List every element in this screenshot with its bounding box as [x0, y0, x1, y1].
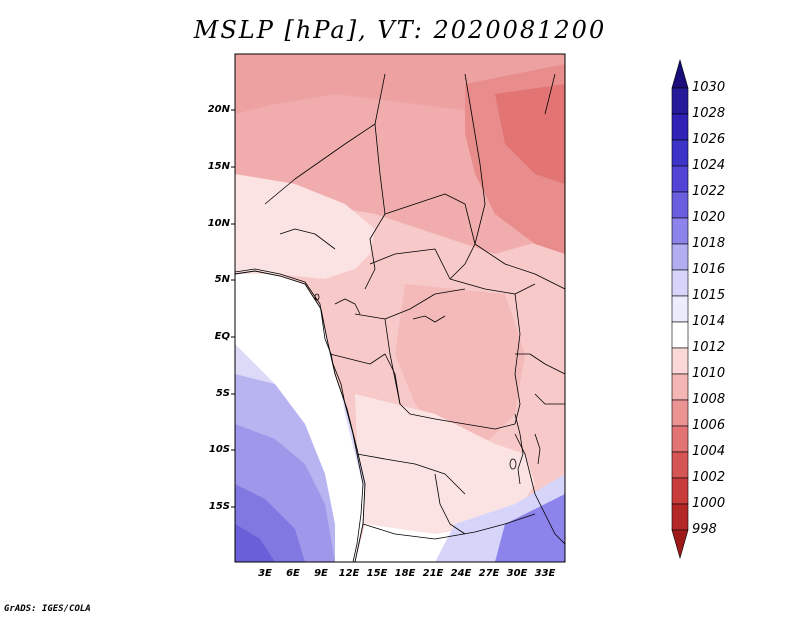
colorbar-label: 998	[692, 522, 717, 537]
lon-label: 3E	[258, 568, 272, 579]
colorbar-swatch	[671, 347, 689, 375]
mslp-map	[234, 53, 566, 563]
map-title: MSLP [hPa], VT: 2020081200	[193, 16, 607, 44]
lon-label: 21E	[422, 568, 444, 579]
colorbar	[671, 58, 689, 560]
colorbar-label: 1028	[692, 106, 726, 121]
lat-ticks	[231, 109, 235, 508]
colorbar-label: 1016	[692, 262, 726, 277]
colorbar-swatch	[671, 191, 689, 219]
lon-label: 12E	[338, 568, 360, 579]
colorbar-label: 1026	[692, 132, 726, 147]
colorbar-swatch	[671, 503, 689, 531]
colorbar-swatch	[671, 399, 689, 427]
colorbar-bottom-arrow	[671, 529, 689, 560]
colorbar-label: 1022	[692, 184, 726, 199]
credit-text: GrADS: IGES/COLA	[4, 604, 91, 614]
gulf-region	[235, 269, 365, 562]
lon-label: 24E	[450, 568, 472, 579]
colorbar-label: 1018	[692, 236, 726, 251]
colorbar-label: 1010	[692, 366, 726, 381]
lat-label: 15S	[208, 501, 230, 512]
lon-label: 27E	[478, 568, 500, 579]
colorbar-label: 1015	[692, 288, 726, 303]
colorbar-top-arrow	[671, 58, 689, 89]
colorbar-label: 1024	[692, 158, 726, 173]
colorbar-swatch	[671, 269, 689, 297]
lat-label: 5S	[215, 388, 230, 399]
colorbar-label: 1020	[692, 210, 726, 225]
colorbar-swatch	[671, 113, 689, 141]
colorbar-swatch	[671, 373, 689, 401]
colorbar-label: 1014	[692, 314, 726, 329]
lon-label: 18E	[394, 568, 416, 579]
colorbar-label: 1030	[692, 80, 726, 95]
colorbar-label: 1000	[692, 496, 726, 511]
colorbar-swatch	[671, 139, 689, 167]
colorbar-label: 1004	[692, 444, 726, 459]
lat-label: 20N	[207, 104, 230, 115]
colorbar-swatch	[671, 295, 689, 323]
coastline	[235, 270, 366, 562]
colorbar-swatch	[671, 165, 689, 193]
lon-label: 30E	[506, 568, 528, 579]
colorbar-label: 1008	[692, 392, 726, 407]
lat-label: EQ	[214, 331, 230, 342]
lon-label: 33E	[534, 568, 556, 579]
colorbar-label: 1002	[692, 470, 726, 485]
lakes	[314, 293, 541, 485]
colorbar-swatch	[671, 243, 689, 271]
ocean-band-4	[235, 524, 275, 562]
lat-label: 5N	[214, 274, 230, 285]
colorbar-swatch	[671, 477, 689, 505]
colorbar-swatch	[671, 217, 689, 245]
se-high-core	[495, 494, 565, 562]
lon-label: 9E	[314, 568, 328, 579]
sudan-low-core	[495, 84, 565, 184]
lon-label: 15E	[366, 568, 388, 579]
colorbar-swatch	[671, 87, 689, 115]
lat-label: 10N	[207, 218, 230, 229]
colorbar-swatch	[671, 321, 689, 349]
lon-label: 6E	[286, 568, 300, 579]
lat-label: 10S	[208, 444, 230, 455]
lat-label: 15N	[207, 161, 230, 172]
colorbar-swatch	[671, 425, 689, 453]
southern-light	[355, 394, 535, 534]
colorbar-swatch	[671, 451, 689, 479]
colorbar-label: 1006	[692, 418, 726, 433]
colorbar-label: 1012	[692, 340, 726, 355]
congo-region	[395, 284, 525, 444]
